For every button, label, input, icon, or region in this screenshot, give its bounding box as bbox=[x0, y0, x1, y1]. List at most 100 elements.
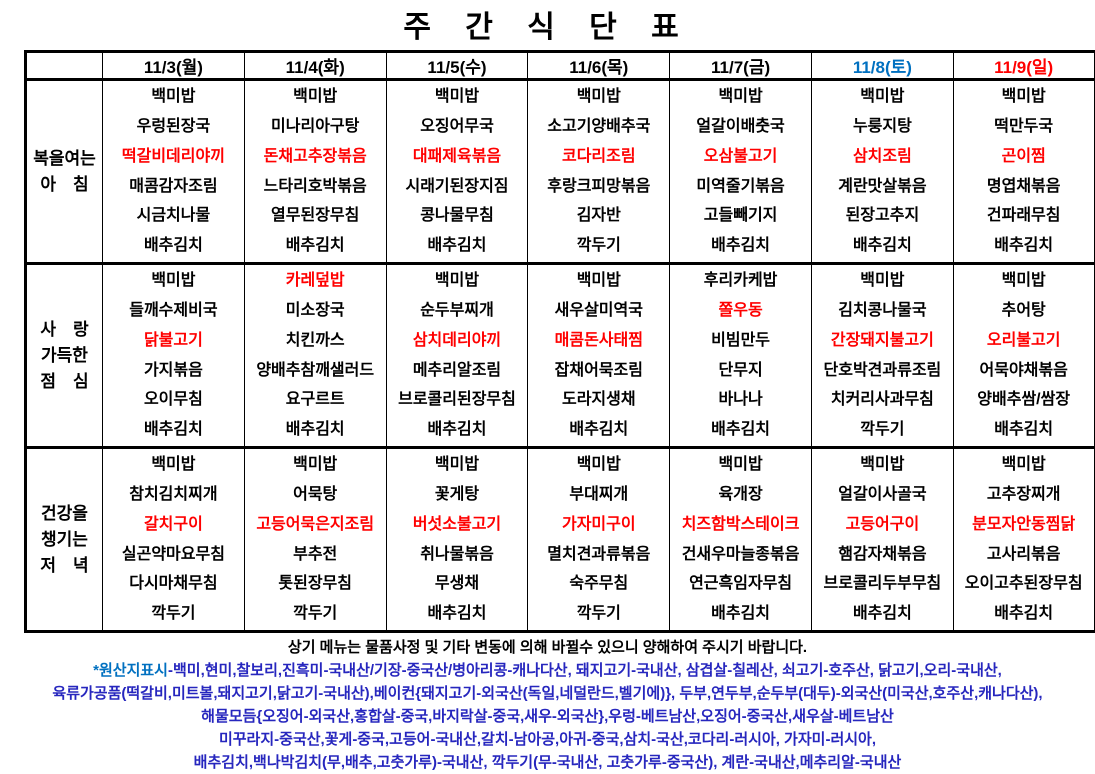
menu-item: 참치김치찌개 bbox=[103, 480, 244, 510]
menu-item: 배추김치 bbox=[528, 415, 669, 445]
menu-item: 햄감자채볶음 bbox=[812, 540, 953, 570]
menu-item: 백미밥 bbox=[528, 82, 669, 112]
menu-item: 백미밥 bbox=[103, 450, 244, 480]
menu-item: 고등어구이 bbox=[812, 510, 953, 540]
menu-item: 치킨까스 bbox=[245, 326, 386, 356]
menu-item: 무생채 bbox=[387, 569, 528, 599]
menu-item: 얼갈이사골국 bbox=[812, 480, 953, 510]
menu-item: 오리불고기 bbox=[954, 326, 1094, 356]
menu-item: 배추김치 bbox=[670, 415, 811, 445]
menu-item: 배추김치 bbox=[387, 415, 528, 445]
menu-item: 갈치구이 bbox=[103, 510, 244, 540]
menu-item: 육개장 bbox=[670, 480, 811, 510]
menu-item: 브로콜리두부무침 bbox=[812, 569, 953, 599]
menu-item: 느타리호박볶음 bbox=[245, 172, 386, 202]
meal-label-dinner: 건강을 챙기는 저 녁 bbox=[26, 448, 103, 632]
menu-item: 배추김치 bbox=[670, 231, 811, 261]
day-header: 11/7(금) bbox=[670, 52, 812, 80]
menu-change-notice: 상기 메뉴는 물품사정 및 기타 변동에 의해 바뀔수 있으니 양해하여 주시기… bbox=[0, 636, 1095, 657]
menu-item: 백미밥 bbox=[103, 82, 244, 112]
menu-item: 백미밥 bbox=[812, 82, 953, 112]
menu-item: 깍두기 bbox=[103, 599, 244, 629]
menu-item: 새우살미역국 bbox=[528, 296, 669, 326]
menu-item: 백미밥 bbox=[528, 266, 669, 296]
menu-item: 들깨수제비국 bbox=[103, 296, 244, 326]
menu-item: 간장돼지불고기 bbox=[812, 326, 953, 356]
menu-item: 단호박견과류조림 bbox=[812, 356, 953, 386]
menu-item: 부대찌개 bbox=[528, 480, 669, 510]
day-header: 11/6(목) bbox=[528, 52, 670, 80]
menu-item: 백미밥 bbox=[812, 266, 953, 296]
origin-line: 육류가공품(떡갈비,미트볼,돼지고기,닭고기-국내산),베이컨{돼지고기-외국산… bbox=[0, 682, 1095, 705]
menu-item: 삼치데리야끼 bbox=[387, 326, 528, 356]
menu-item: 코다리조림 bbox=[528, 142, 669, 172]
menu-item: 오이무침 bbox=[103, 385, 244, 415]
menu-item: 얼갈이배춧국 bbox=[670, 112, 811, 142]
menu-item: 돈채고추장볶음 bbox=[245, 142, 386, 172]
menu-item: 어묵탕 bbox=[245, 480, 386, 510]
menu-item: 배추김치 bbox=[954, 231, 1094, 261]
menu-item: 도라지생채 bbox=[528, 385, 669, 415]
day-header: 11/4(화) bbox=[244, 52, 386, 80]
menu-item: 삼치조림 bbox=[812, 142, 953, 172]
menu-item: 고추장찌개 bbox=[954, 480, 1094, 510]
menu-item: 가지볶음 bbox=[103, 356, 244, 386]
menu-item: 배추김치 bbox=[812, 599, 953, 629]
menu-item: 분모자안동찜닭 bbox=[954, 510, 1094, 540]
menu-item: 카레덮밥 bbox=[245, 266, 386, 296]
menu-item: 멸치견과류볶음 bbox=[528, 540, 669, 570]
origin-line-text: -백미,현미,찰보리,진흑미-국내산/기장-중국산/병아리콩-캐나다산, 돼지고… bbox=[168, 662, 1002, 679]
menu-item: 매콤감자조림 bbox=[103, 172, 244, 202]
menu-item: 브로콜리된장무침 bbox=[387, 385, 528, 415]
menu-item: 쫄우동 bbox=[670, 296, 811, 326]
menu-table: 11/3(월)11/4(화)11/5(수)11/6(목)11/7(금)11/8(… bbox=[24, 50, 1095, 633]
menu-item: 치즈함박스테이크 bbox=[670, 510, 811, 540]
menu-item: 떡만두국 bbox=[954, 112, 1094, 142]
menu-item: 건새우마늘종볶음 bbox=[670, 540, 811, 570]
menu-item: 백미밥 bbox=[670, 450, 811, 480]
menu-item: 대패제육볶음 bbox=[387, 142, 528, 172]
menu-item: 곤이찜 bbox=[954, 142, 1094, 172]
menu-item: 떡갈비데리야끼 bbox=[103, 142, 244, 172]
menu-item: 후랑크피망볶음 bbox=[528, 172, 669, 202]
menu-item: 백미밥 bbox=[812, 450, 953, 480]
menu-item: 시래기된장지짐 bbox=[387, 172, 528, 202]
menu-item: 소고기양배추국 bbox=[528, 112, 669, 142]
menu-item: 부추전 bbox=[245, 540, 386, 570]
menu-item: 배추김치 bbox=[670, 599, 811, 629]
menu-item: 배추김치 bbox=[103, 231, 244, 261]
menu-item: 배추김치 bbox=[245, 415, 386, 445]
menu-item: 배추김치 bbox=[387, 231, 528, 261]
menu-item: 배추김치 bbox=[245, 231, 386, 261]
menu-item: 배추김치 bbox=[103, 415, 244, 445]
menu-item: 오삼불고기 bbox=[670, 142, 811, 172]
menu-item: 김치콩나물국 bbox=[812, 296, 953, 326]
menu-item: 순두부찌개 bbox=[387, 296, 528, 326]
menu-item: 오이고추된장무침 bbox=[954, 569, 1094, 599]
menu-item: 누룽지탕 bbox=[812, 112, 953, 142]
menu-item: 된장고추지 bbox=[812, 201, 953, 231]
menu-item: 다시마채무침 bbox=[103, 569, 244, 599]
menu-item: 미나리아구탕 bbox=[245, 112, 386, 142]
menu-item: 백미밥 bbox=[245, 82, 386, 112]
menu-item: 깍두기 bbox=[245, 599, 386, 629]
menu-item: 열무된장무침 bbox=[245, 201, 386, 231]
day-header-row: 11/3(월)11/4(화)11/5(수)11/6(목)11/7(금)11/8(… bbox=[26, 52, 1095, 80]
origin-line: 배추김치,백나박김치(무,배추,고춧가루)-국내산, 깍두기(무-국내산, 고춧… bbox=[0, 751, 1095, 774]
menu-item: 잡채어묵조림 bbox=[528, 356, 669, 386]
day-header: 11/9(일) bbox=[953, 52, 1095, 80]
